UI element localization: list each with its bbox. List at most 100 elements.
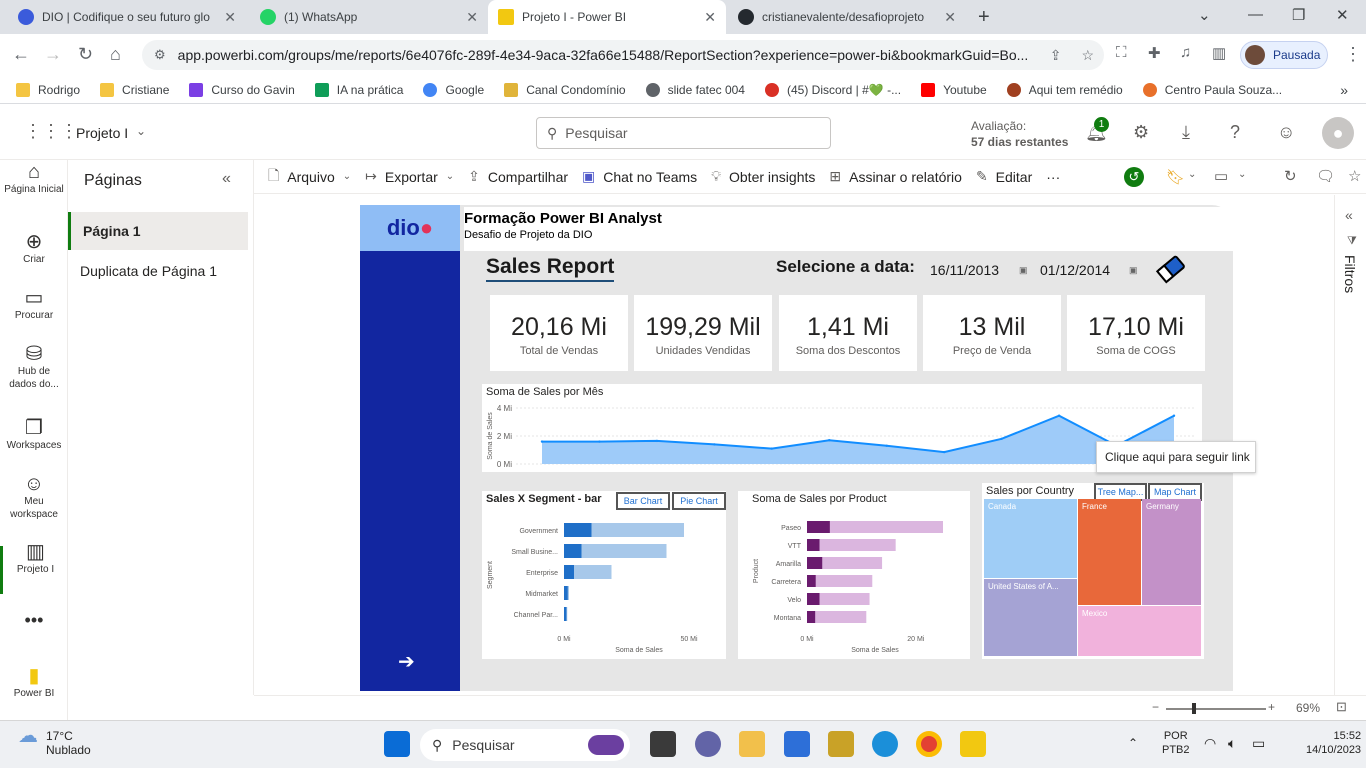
export-menu[interactable]: ↦ Exportar ⌄	[365, 168, 454, 185]
help-icon[interactable]: ?	[1230, 122, 1240, 143]
favorite-icon[interactable]: ☆	[1348, 167, 1361, 185]
nav-workspaces[interactable]: ❐ Workspaces	[0, 422, 68, 452]
browser-tab-github[interactable]: cristianevalente/desafioprojeto ✕	[728, 0, 966, 34]
feedback-icon[interactable]: ☺	[1277, 122, 1295, 143]
view-icon[interactable]: ▭	[1214, 167, 1228, 185]
trial-status[interactable]: Avaliação: 57 dias restantes	[971, 118, 1068, 150]
powerbi-taskbar-icon[interactable]	[960, 731, 986, 757]
app-icon[interactable]	[828, 731, 854, 757]
zoom-out-icon[interactable]: −	[1152, 700, 1159, 714]
filters-pane[interactable]: « ⧩ Filtros	[1334, 195, 1366, 695]
nav-create[interactable]: ⊕ Criar	[0, 236, 68, 266]
date-start-field[interactable]: 16/11/2013	[930, 262, 999, 278]
reset-icon[interactable]: ↺	[1124, 167, 1144, 187]
bookmark-item[interactable]: Google	[423, 83, 484, 97]
edit-button[interactable]: ✎ Editar	[976, 168, 1032, 185]
date-end-field[interactable]: 01/12/2014	[1040, 262, 1110, 278]
language-indicator[interactable]: POR PTB2	[1162, 729, 1190, 757]
eraser-icon[interactable]	[1155, 253, 1187, 285]
sales-by-product-chart[interactable]: Soma de Sales por Product Paseo VTT Amaril…	[738, 491, 970, 659]
nav-powerbi[interactable]: ▮ Power BI	[0, 670, 68, 700]
nav-browse[interactable]: ▭ Procurar	[0, 292, 68, 322]
maximize-icon[interactable]: ❐	[1292, 6, 1305, 24]
task-view-icon[interactable]	[650, 731, 676, 757]
weather-widget[interactable]: ☁ 17°C Nublado	[18, 729, 91, 757]
reload-icon[interactable]: ↻	[78, 44, 93, 65]
close-icon[interactable]: ✕	[224, 9, 236, 26]
volume-icon[interactable]: 🔈︎	[1228, 735, 1236, 752]
bookmark-item[interactable]: Youtube	[921, 83, 987, 97]
bookmark-icon[interactable]: 🔖︎	[1166, 168, 1185, 186]
bookmark-item[interactable]: Aqui tem remédio	[1007, 83, 1123, 97]
windows-start-icon[interactable]	[384, 731, 410, 757]
teams-chat-button[interactable]: ▣ Chat no Teams	[582, 168, 697, 185]
chrome-icon[interactable]	[916, 731, 942, 757]
refresh-icon[interactable]: ↻	[1284, 167, 1297, 185]
tab-search-icon[interactable]: ⌄	[1198, 6, 1211, 24]
side-panel-icon[interactable]: ▥	[1212, 44, 1226, 62]
page-item[interactable]: Duplicata de Página 1	[68, 252, 248, 290]
back-icon[interactable]: ←	[12, 44, 30, 65]
treemap-cell[interactable]: Germany	[1142, 499, 1201, 605]
chevron-down-icon[interactable]: ⌄	[136, 124, 146, 138]
user-avatar[interactable]: ●	[1322, 117, 1354, 149]
profile-button[interactable]: Pausada	[1240, 41, 1328, 69]
browser-tab-whatsapp[interactable]: (1) WhatsApp ✕	[250, 0, 488, 34]
nav-my-workspace[interactable]: ☺ Meu workspace	[0, 478, 68, 521]
treemap-cell[interactable]: Mexico	[1078, 606, 1201, 656]
wifi-icon[interactable]: ◠	[1204, 735, 1216, 752]
screenshot-icon[interactable]: ⛶	[1116, 44, 1127, 61]
expand-icon[interactable]: «	[1345, 207, 1353, 223]
menu-icon[interactable]: ⋮	[1344, 44, 1362, 65]
system-clock[interactable]: 15:52 14/10/2023	[1306, 729, 1361, 757]
calendar-icon[interactable]: ▣	[1019, 265, 1028, 276]
search-input[interactable]: ⚲ Pesquisar	[536, 117, 831, 149]
home-icon[interactable]: ⌂	[110, 44, 121, 65]
tray-chevron-icon[interactable]: ⌃	[1128, 736, 1138, 750]
teams-icon[interactable]	[695, 731, 721, 757]
insights-button[interactable]: 💡︎ Obter insights	[711, 168, 815, 185]
share-icon[interactable]: ⇪	[1050, 47, 1062, 64]
treemap-cell[interactable]: France	[1078, 499, 1141, 605]
app-launcher-icon[interactable]: ⋮⋮⋮	[24, 121, 78, 142]
treemap-cell[interactable]: United States of A...	[984, 579, 1077, 656]
page-item[interactable]: Página 1	[68, 212, 248, 250]
minimize-icon[interactable]: —	[1248, 6, 1263, 23]
chevron-down-icon[interactable]: ⌄	[1188, 169, 1196, 180]
comment-icon[interactable]: 🗨︎	[1316, 167, 1335, 185]
close-icon[interactable]: ✕	[466, 9, 478, 26]
media-icon[interactable]: ♫	[1180, 44, 1191, 61]
nav-datahub[interactable]: ⛁ Hub de dados do...	[0, 348, 68, 391]
new-tab-icon[interactable]: +	[978, 6, 990, 29]
fit-page-icon[interactable]: ⊡	[1336, 699, 1347, 715]
close-icon[interactable]: ✕	[704, 9, 716, 26]
extensions-icon[interactable]: ✚	[1148, 44, 1161, 62]
more-icon[interactable]: •••	[0, 614, 68, 627]
browser-tab-powerbi[interactable]: Projeto I - Power BI ✕	[488, 0, 726, 34]
collapse-icon[interactable]: «	[222, 170, 231, 188]
close-icon[interactable]: ✕	[944, 9, 956, 26]
bookmark-item[interactable]: Curso do Gavin	[189, 83, 294, 97]
more-options-icon[interactable]: ···	[1046, 169, 1060, 185]
bookmark-item[interactable]: (45) Discord | #💚 -...	[765, 83, 901, 97]
zoom-slider[interactable]	[1166, 708, 1266, 710]
calendar-icon[interactable]: ▣	[1129, 265, 1138, 276]
nav-report[interactable]: ▥ Projeto I	[0, 546, 68, 594]
chevron-down-icon[interactable]: ⌄	[1238, 169, 1246, 180]
share-button[interactable]: ⇪ Compartilhar	[468, 168, 568, 185]
workspace-name[interactable]: Projeto I	[76, 125, 128, 141]
forward-icon[interactable]: →	[44, 44, 62, 65]
bookmark-item[interactable]: Rodrigo	[16, 83, 80, 97]
zoom-in-icon[interactable]: +	[1268, 700, 1275, 714]
battery-icon[interactable]: ▭	[1252, 735, 1265, 752]
zoom-slider-thumb[interactable]	[1192, 703, 1196, 714]
sales-by-segment-chart[interactable]: Sales X Segment - bar Bar Chart Pie Char…	[482, 491, 726, 659]
window-close-icon[interactable]: ✕	[1336, 6, 1349, 24]
settings-gear-icon[interactable]: ⚙	[1133, 122, 1149, 143]
download-icon[interactable]: ⤓	[1182, 122, 1190, 143]
store-icon[interactable]	[784, 731, 810, 757]
bookmark-item[interactable]: Canal Condomínio	[504, 83, 625, 97]
subscribe-button[interactable]: ⊞ Assinar o relatório	[829, 168, 962, 185]
file-menu[interactable]: 🗋︎ Arquivo ⌄	[268, 165, 351, 189]
site-info-icon[interactable]: ⚙	[154, 47, 166, 63]
